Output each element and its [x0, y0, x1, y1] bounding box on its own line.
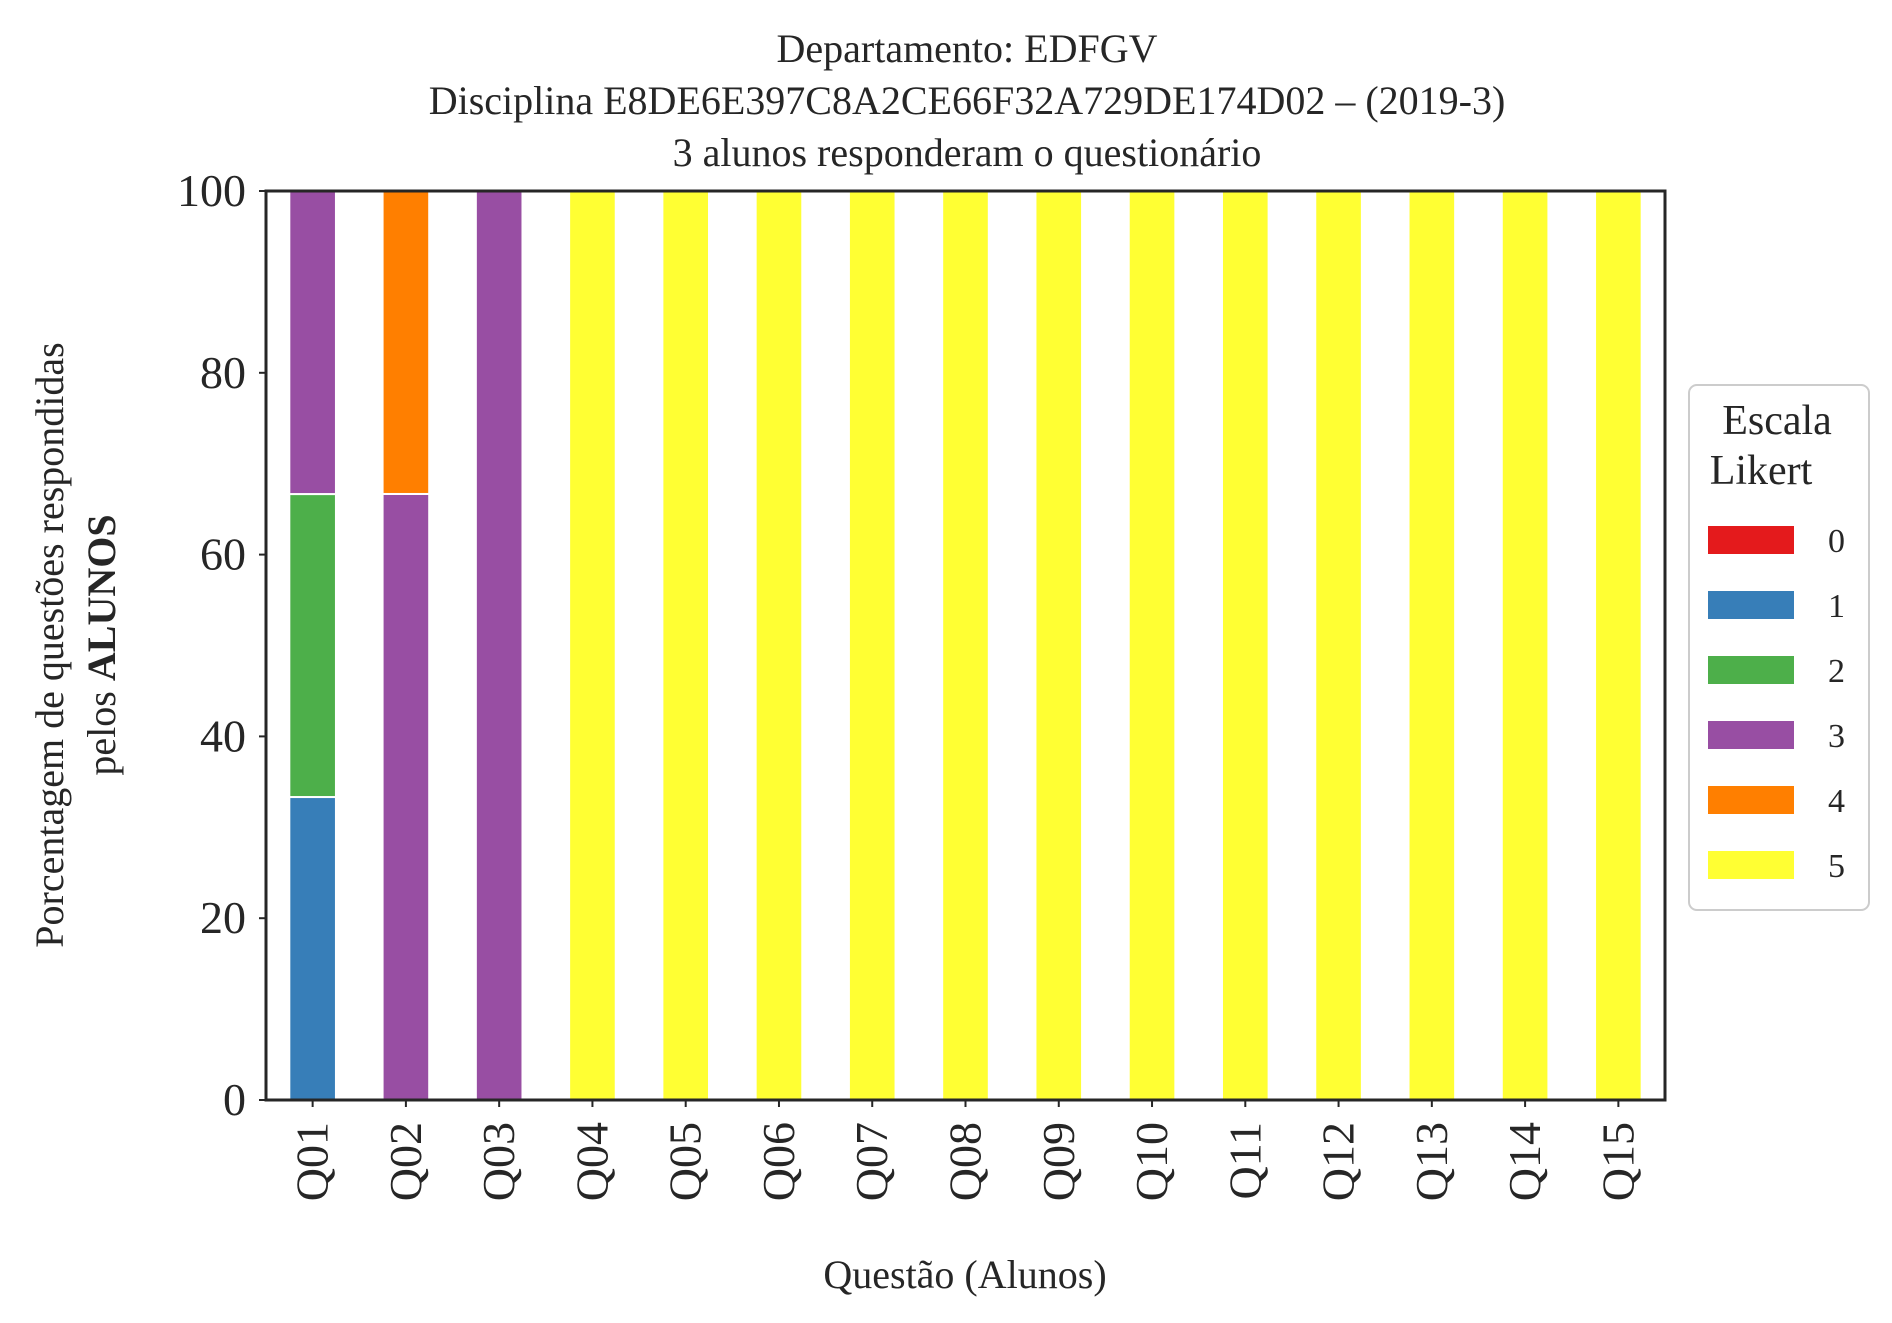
x-tick-label-q12: Q12	[1313, 1122, 1364, 1201]
y-axis-label: Porcentagem de questões respondidas pelo…	[27, 342, 124, 947]
y-tick-label-40: 40	[200, 710, 246, 761]
x-tick-label-q09: Q09	[1033, 1122, 1084, 1201]
legend-title-line-2: Likert	[1710, 448, 1813, 494]
legend-label-1: 1	[1828, 588, 1845, 625]
x-axis-label: Questão (Alunos)	[823, 1252, 1106, 1297]
bar-q07-likert-5	[847, 190, 897, 1101]
x-tick-label-q07: Q07	[846, 1122, 897, 1201]
bar-q01-likert-2	[288, 493, 337, 799]
x-axis-ticks: Q01 Q02 Q03 Q04 Q05 Q06 Q07 Q08 Q09 Q10 Q11 Q12 Q13 Q…	[287, 1100, 1643, 1201]
legend-title-line-1: Escala	[1722, 398, 1832, 444]
legend-swatch-0	[1708, 526, 1794, 554]
legend-frame	[1688, 384, 1870, 911]
legend-label-3: 3	[1828, 718, 1845, 755]
bar-q15-likert-5	[1594, 190, 1643, 1101]
x-tick-label-q10: Q10	[1126, 1122, 1177, 1201]
legend: Escala Likert 0 1 2 3 4 5	[1688, 384, 1870, 911]
title-line-3: 3 alunos responderam o questionário	[673, 130, 1262, 175]
bar-q02-likert-4	[381, 190, 431, 495]
legend-swatch-3	[1708, 721, 1794, 749]
bar-q08-likert-5	[941, 190, 990, 1101]
bar-q13-likert-5	[1407, 190, 1457, 1101]
bar-q01-likert-1	[288, 796, 337, 1102]
y-axis-label-line-2: pelos ALUNOS	[79, 514, 124, 775]
y-axis-label-line-1: Porcentagem de questões respondidas	[27, 342, 72, 947]
y-tick-label-60: 60	[200, 529, 246, 580]
bars	[288, 190, 1643, 1102]
x-tick-label-q06: Q06	[753, 1122, 804, 1201]
legend-label-4: 4	[1828, 783, 1845, 820]
x-tick-label-q14: Q14	[1499, 1122, 1550, 1201]
x-tick-label-q04: Q04	[566, 1122, 617, 1201]
y-axis-label-bold: ALUNOS	[79, 514, 124, 681]
x-tick-label-q11: Q11	[1219, 1122, 1270, 1200]
legend-swatch-1	[1708, 591, 1794, 619]
bar-q12-likert-5	[1314, 190, 1363, 1101]
title-line-1: Departamento: EDFGV	[776, 26, 1157, 71]
bar-q14-likert-5	[1500, 190, 1550, 1101]
bar-q01-likert-3	[288, 190, 337, 496]
bar-q06-likert-5	[754, 190, 804, 1101]
y-tick-label-100: 100	[177, 165, 246, 216]
x-tick-label-q02: Q02	[380, 1122, 431, 1201]
legend-label-0: 0	[1828, 523, 1845, 560]
legend-swatch-2	[1708, 656, 1794, 684]
x-tick-label-q01: Q01	[287, 1122, 338, 1201]
y-tick-label-0: 0	[223, 1074, 246, 1125]
x-tick-label-q08: Q08	[940, 1122, 991, 1201]
x-tick-label-q13: Q13	[1406, 1122, 1457, 1201]
title-line-2: Disciplina E8DE6E397C8A2CE66F32A729DE174…	[429, 78, 1506, 123]
legend-label-2: 2	[1828, 653, 1845, 690]
bar-q10-likert-5	[1127, 190, 1177, 1101]
y-tick-label-80: 80	[200, 347, 246, 398]
chart-title: Departamento: EDFGV Disciplina E8DE6E397…	[429, 26, 1506, 175]
legend-swatch-5	[1708, 851, 1794, 879]
bar-q09-likert-5	[1034, 190, 1084, 1101]
bar-q03-likert-3	[474, 190, 524, 1101]
x-tick-label-q15: Q15	[1592, 1122, 1643, 1201]
legend-swatch-4	[1708, 786, 1794, 814]
bar-q04-likert-5	[568, 190, 617, 1101]
bar-q11-likert-5	[1220, 190, 1270, 1101]
bar-q05-likert-5	[661, 190, 711, 1101]
plot-area-frame	[264, 189, 1667, 1102]
y-axis-ticks: 0 20 40 60 80 100	[177, 165, 266, 1125]
y-tick-label-20: 20	[200, 892, 246, 943]
x-tick-label-q03: Q03	[473, 1122, 524, 1201]
legend-label-5: 5	[1828, 848, 1845, 885]
x-tick-label-q05: Q05	[660, 1122, 711, 1201]
bar-q02-likert-3	[381, 492, 431, 1102]
y-axis-label-prefix: pelos	[79, 681, 124, 775]
